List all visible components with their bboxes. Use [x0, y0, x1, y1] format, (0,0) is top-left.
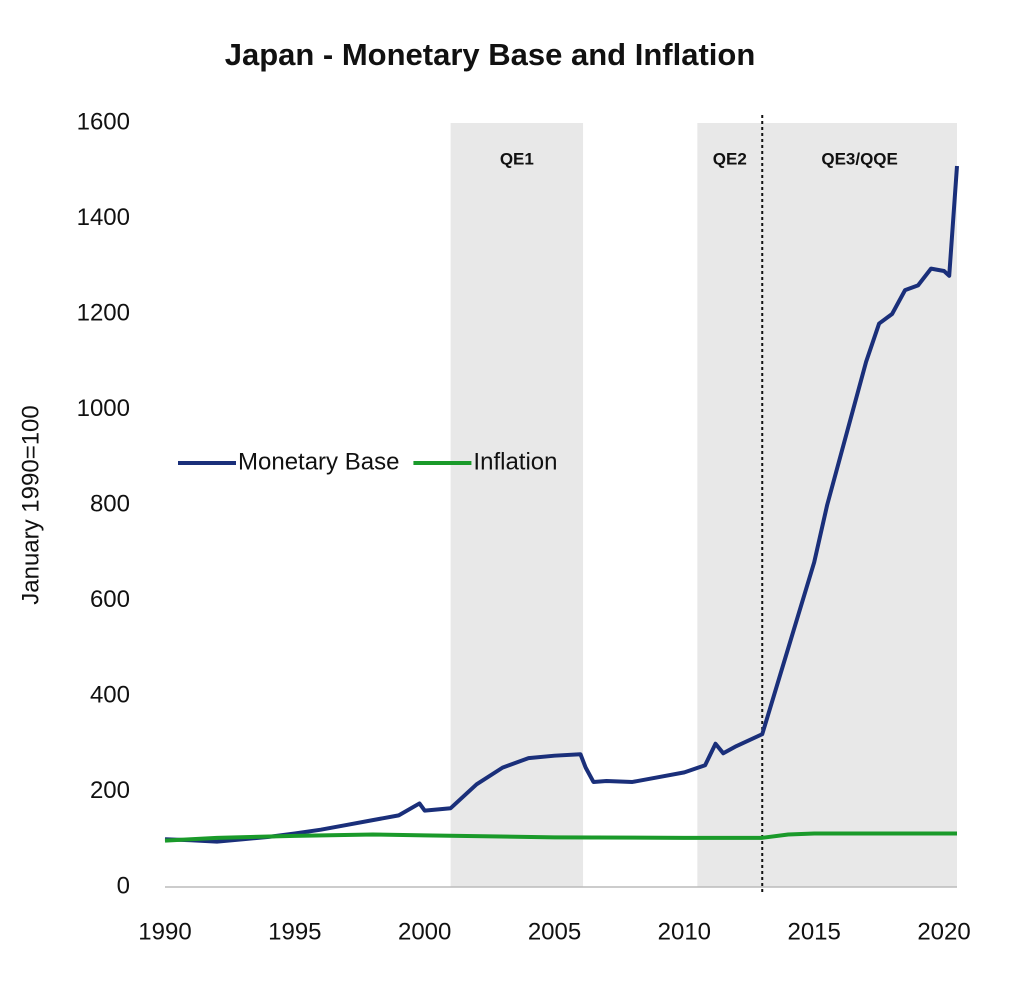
x-tick-label: 1990: [138, 918, 191, 945]
y-axis-label: January 1990=100: [17, 405, 44, 605]
y-tick-label: 0: [117, 872, 130, 899]
y-tick-label: 200: [90, 777, 130, 804]
y-tick-label: 1200: [77, 299, 130, 326]
shaded-region: [450, 123, 584, 887]
y-tick-label: 800: [90, 490, 130, 517]
x-tick-label: 2010: [658, 918, 711, 945]
y-tick-label: 1600: [77, 108, 130, 135]
legend-label: Monetary Base: [238, 448, 399, 475]
x-tick-label: 2015: [787, 918, 840, 945]
x-tick-label: 2020: [917, 918, 970, 945]
y-tick-label: 1400: [77, 204, 130, 231]
y-tick-label: 600: [90, 586, 130, 613]
x-tick-label: 1995: [268, 918, 321, 945]
shaded-region: [762, 123, 957, 887]
series-line: [164, 165, 959, 844]
series-line: [164, 831, 957, 843]
y-tick-label: 1000: [77, 395, 130, 422]
x-tick-label: 2000: [398, 918, 451, 945]
legend-label: Inflation: [473, 448, 557, 475]
x-tick-label: 2005: [528, 918, 581, 945]
region-label: QE1: [500, 149, 534, 168]
chart-title: Japan - Monetary Base and Inflation: [225, 37, 756, 72]
shaded-region: [697, 123, 763, 887]
y-tick-label: 400: [90, 681, 130, 708]
region-label: QE3/QQE: [821, 149, 898, 168]
region-label: QE2: [713, 149, 747, 168]
